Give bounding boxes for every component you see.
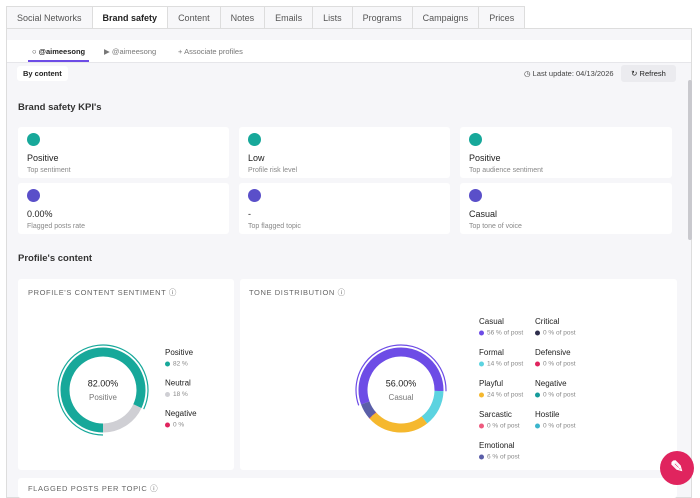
tab[interactable]: Content <box>167 6 220 29</box>
kpi-label: Profile risk level <box>248 167 297 174</box>
kpi-value: Casual <box>469 209 497 219</box>
kpi-label: Top sentiment <box>27 167 71 174</box>
kpi-icon <box>248 189 261 202</box>
kpi-icon <box>469 133 482 146</box>
subtab-label: @aimeesong <box>112 47 156 56</box>
card-title-text: PROFILE'S CONTENT SENTIMENT <box>28 288 166 297</box>
tab[interactable]: Prices <box>478 6 525 29</box>
tab[interactable]: Social Networks <box>6 6 92 29</box>
tab[interactable]: Campaigns <box>412 6 479 29</box>
kpi-icon <box>469 189 482 202</box>
kpi-value: Low <box>248 153 265 163</box>
section-title: Brand safety KPI's <box>18 102 102 113</box>
subtab-label: Associate profiles <box>184 47 243 56</box>
kpi-icon <box>27 133 40 146</box>
subtab[interactable]: + Associate profiles <box>178 42 243 62</box>
kpi-card: - Top flagged topic <box>239 183 450 234</box>
sentiment-card: PROFILE'S CONTENT SENTIMENT ⓘ <box>18 279 234 470</box>
tone-card: TONE DISTRIBUTION ⓘ <box>240 279 677 470</box>
filter-chip[interactable]: By content <box>17 66 68 81</box>
kpi-value: Positive <box>469 153 501 163</box>
refresh-label: Refresh <box>640 69 666 78</box>
tab[interactable]: Emails <box>264 6 312 29</box>
subtab[interactable]: ▶ @aimeesong <box>104 42 156 62</box>
chat-button[interactable]: ✎ <box>660 451 694 485</box>
section-title: Profile's content <box>18 253 92 264</box>
flagged-card: FLAGGED POSTS PER TOPIC ⓘ <box>18 478 677 498</box>
kpi-card: Casual Top tone of voice <box>460 183 672 234</box>
kpi-value: - <box>248 209 251 219</box>
kpi-icon <box>248 133 261 146</box>
kpi-value: Positive <box>27 153 59 163</box>
kpi-card: Positive Top sentiment <box>18 127 229 178</box>
tab[interactable]: Lists <box>312 6 352 29</box>
card-title: FLAGGED POSTS PER TOPIC ⓘ <box>28 483 158 494</box>
kpi-label: Top flagged topic <box>248 223 301 230</box>
card-title: TONE DISTRIBUTION ⓘ <box>249 287 346 298</box>
tab[interactable]: Brand safety <box>92 6 168 29</box>
kpi-value: 0.00% <box>27 209 53 219</box>
tab[interactable]: Notes <box>220 6 265 29</box>
card-title-text: TONE DISTRIBUTION <box>249 288 335 297</box>
last-update-text: Last update: 04/13/2026 <box>533 69 614 78</box>
card-title-text: FLAGGED POSTS PER TOPIC <box>28 484 147 493</box>
subtab[interactable]: ○ @aimeesong <box>28 42 89 62</box>
scrollbar[interactable] <box>688 80 692 240</box>
kpi-card: Low Profile risk level <box>239 127 450 178</box>
kpi-label: Flagged posts rate <box>27 223 85 230</box>
kpi-label: Top tone of voice <box>469 223 522 230</box>
last-update: ◷ Last update: 04/13/2026 <box>524 69 614 78</box>
subtab-label: @aimeesong <box>39 47 86 56</box>
kpi-card: Positive Top audience sentiment <box>460 127 672 178</box>
kpi-label: Top audience sentiment <box>469 167 543 174</box>
refresh-button[interactable]: ↻ Refresh <box>621 65 676 82</box>
kpi-icon <box>27 189 40 202</box>
tab[interactable]: Programs <box>352 6 412 29</box>
kpi-card: 0.00% Flagged posts rate <box>18 183 229 234</box>
card-title: PROFILE'S CONTENT SENTIMENT ⓘ <box>28 287 177 298</box>
